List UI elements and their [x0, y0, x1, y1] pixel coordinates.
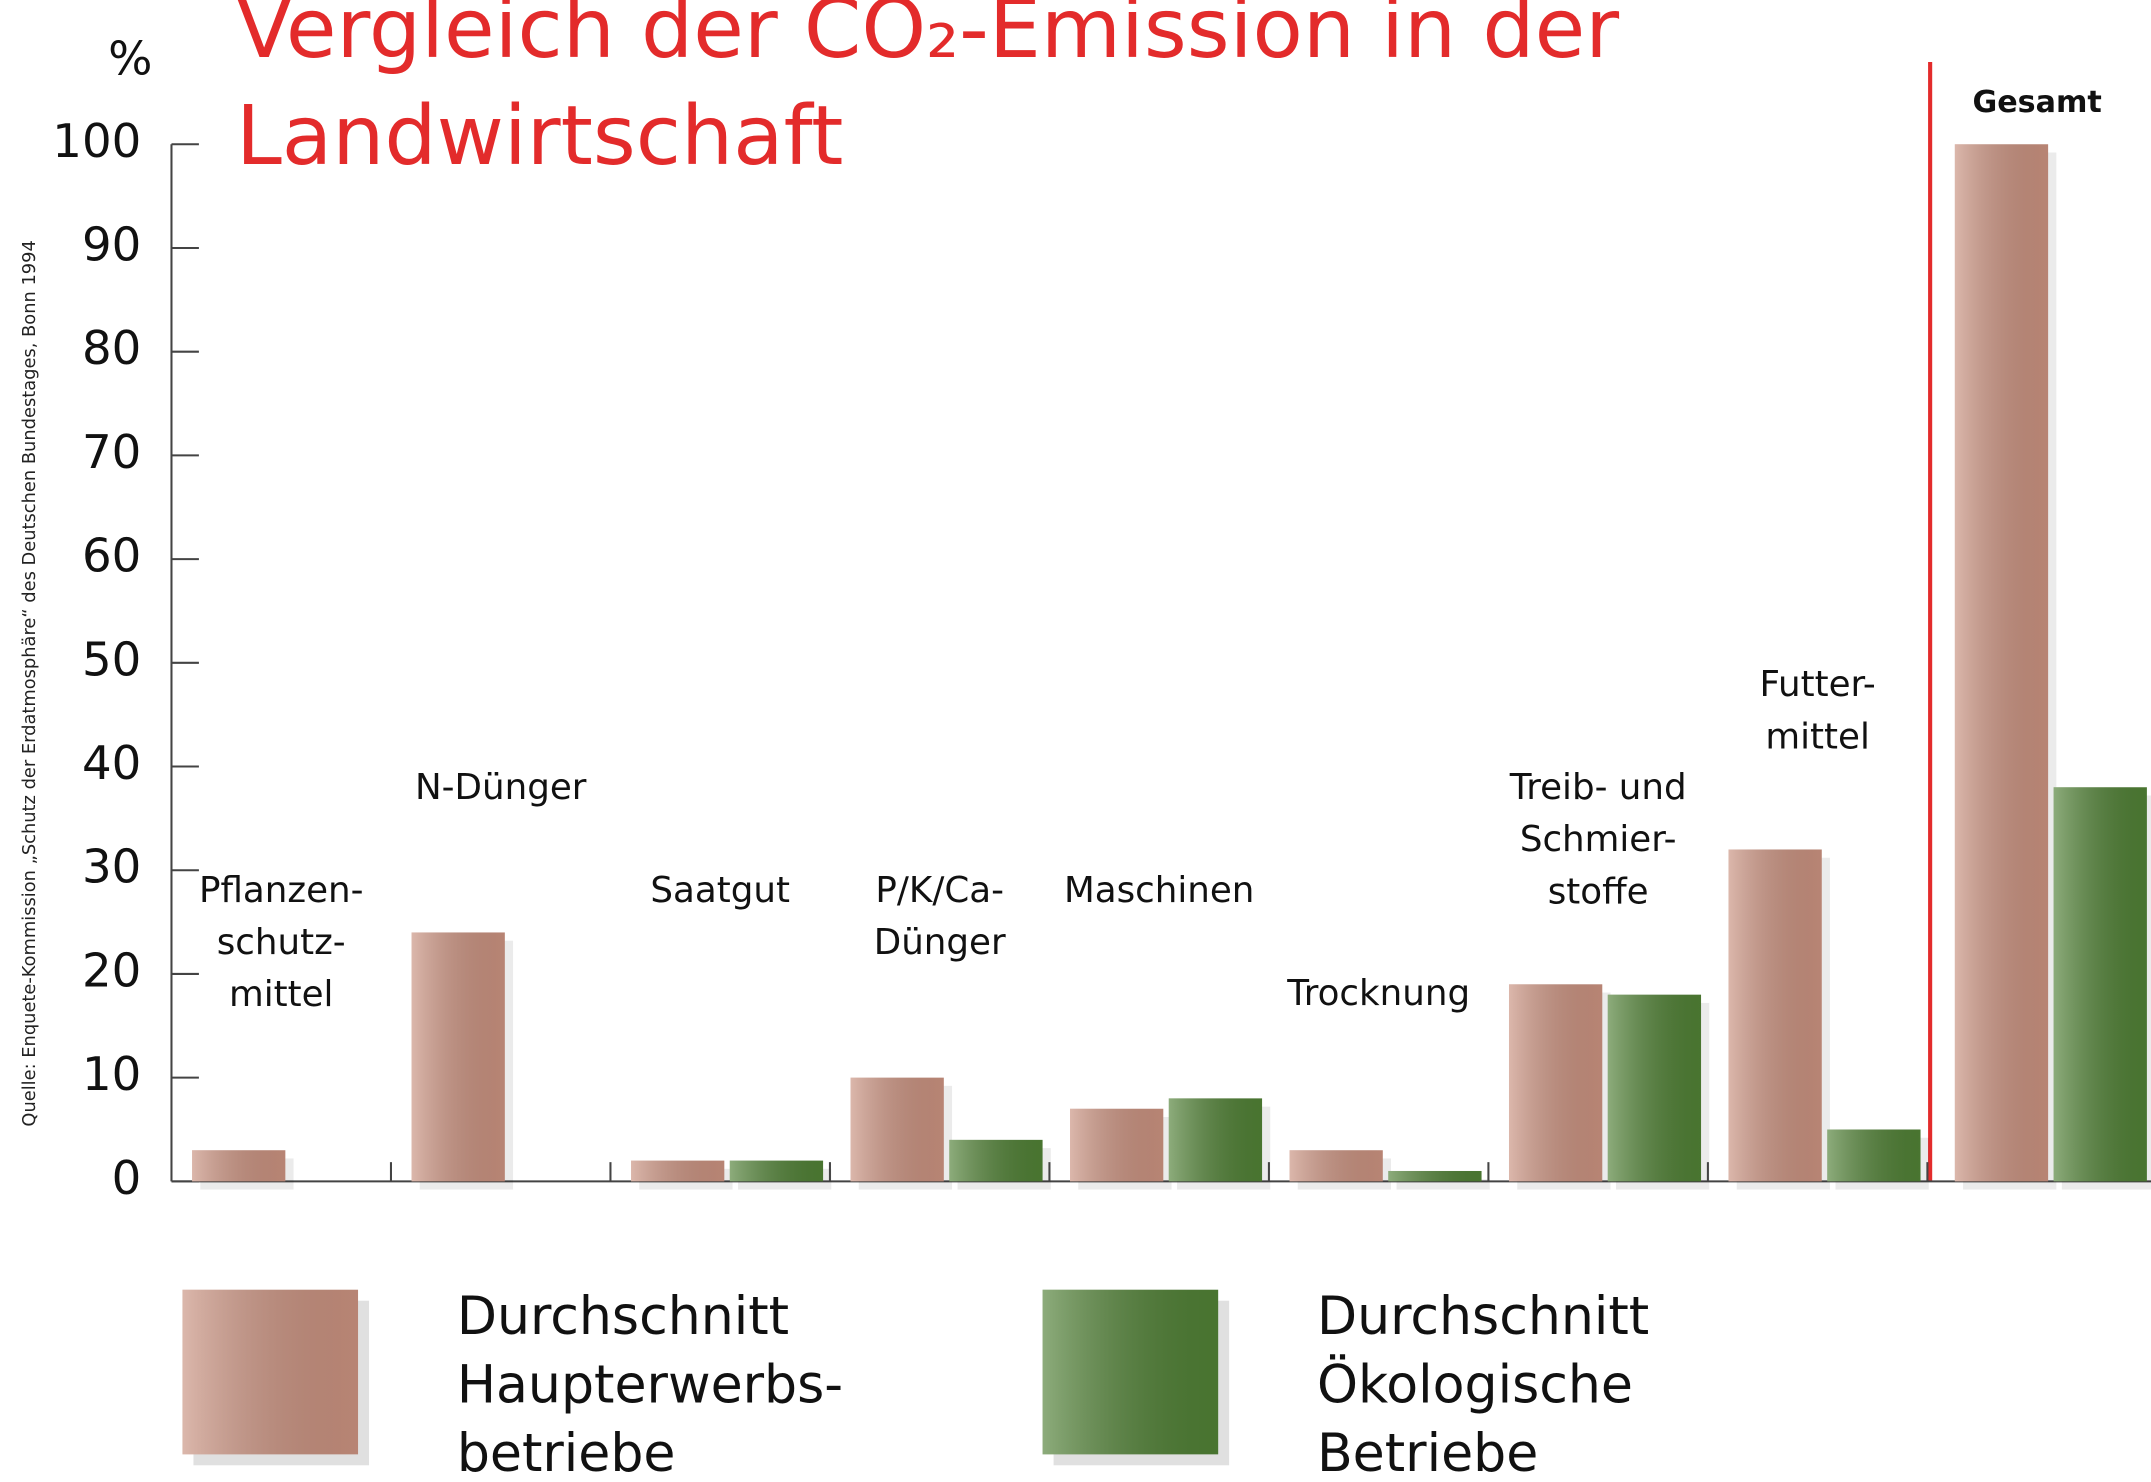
legend-label: Betriebe: [1317, 1424, 1538, 1482]
chart-title: Vergleich der CO₂-Emission in der: [236, 0, 1619, 77]
y-tick-label: 100: [52, 114, 141, 168]
x-tick-label-line: N-Dünger: [415, 767, 587, 808]
legend-label: betriebe: [457, 1424, 676, 1482]
source: Quelle: Enquete-Kommission „Schutz der E…: [19, 240, 40, 1126]
x-tick-label: Maschinen: [1064, 870, 1254, 911]
bar-shade: [949, 1140, 1042, 1181]
x-tick-label: N-Dünger: [415, 767, 587, 808]
chart-title: Landwirtschaft: [236, 89, 843, 184]
x-tick-label: Treib- und Schmier-stoffe: [1509, 767, 1687, 912]
x-tick-label-line: Dünger: [874, 922, 1006, 963]
bar-shade: [412, 932, 505, 1181]
legend-label: Ökologische: [1317, 1354, 1633, 1415]
y-tick-label: 60: [82, 529, 141, 583]
bar-shade: [192, 1150, 285, 1181]
x-tick-label-line: stoffe: [1548, 871, 1649, 912]
bar-shade: [1388, 1171, 1481, 1181]
y-tick-label: 70: [82, 425, 141, 479]
x-tick-label: P/K/Ca- Dünger: [874, 870, 1006, 963]
bar-shade: [851, 1078, 944, 1182]
legend-swatch-shade: [182, 1290, 358, 1455]
legend-label: Haupterwerbs-: [457, 1355, 843, 1415]
legend-label: Durchschnitt: [1317, 1287, 1649, 1347]
x-tick-label-line: P/K/Ca-: [875, 870, 1004, 911]
x-tick-label: Gesamt: [1972, 85, 2101, 120]
x-tick-label-line: schutz-: [217, 922, 346, 963]
bar-shade: [2054, 787, 2147, 1181]
bar-shade: [730, 1161, 823, 1182]
y-tick-label: 0: [112, 1151, 142, 1205]
y-tick-label: 10: [82, 1047, 141, 1101]
x-tick-label-line: Maschinen: [1064, 870, 1254, 911]
y-tick-label: 80: [82, 321, 141, 375]
x-tick-label-line: Futter-: [1759, 664, 1875, 705]
bar-shade: [631, 1161, 724, 1182]
x-tick-label: Pflanzen-schutz-mittel: [199, 870, 364, 1015]
bar-shade: [1827, 1129, 1920, 1181]
bar-shade: [1509, 984, 1602, 1181]
x-tick-label-line: mittel: [229, 974, 333, 1015]
y-tick-label: 40: [82, 736, 141, 790]
y-tick-label: 90: [82, 217, 141, 271]
x-tick-label-line: Treib- und: [1509, 767, 1687, 808]
bar-shade: [1955, 144, 2048, 1181]
x-tick-label-line: Saatgut: [650, 870, 790, 911]
bar-shade: [1608, 995, 1701, 1182]
x-tick-label: Trocknung: [1286, 973, 1470, 1014]
y-axis-label: %: [108, 31, 152, 85]
y-tick-label: 20: [82, 943, 141, 997]
y-tick-label: 30: [82, 840, 141, 894]
chart: % Quelle: Enquete-Kommission „Schutz der…: [0, 0, 2151, 1482]
x-tick-label-line: Gesamt: [1972, 85, 2101, 120]
x-tick-label-line: Pflanzen-: [199, 870, 364, 911]
legend-label: Durchschnitt: [457, 1287, 789, 1347]
bar-shade: [1728, 849, 1821, 1181]
legend-swatch-shade: [1043, 1290, 1219, 1455]
x-tick-label-line: Trocknung: [1286, 973, 1470, 1014]
x-tick-label: Saatgut: [650, 870, 790, 911]
bar-shade: [1169, 1098, 1262, 1181]
y-tick-label: 50: [82, 632, 141, 686]
x-tick-label-line: mittel: [1765, 716, 1869, 757]
x-tick-label-line: Schmier-: [1520, 819, 1677, 860]
x-tick-label: Futter-mittel: [1759, 664, 1875, 757]
bar-shade: [1290, 1150, 1383, 1181]
bar-shade: [1070, 1109, 1163, 1182]
